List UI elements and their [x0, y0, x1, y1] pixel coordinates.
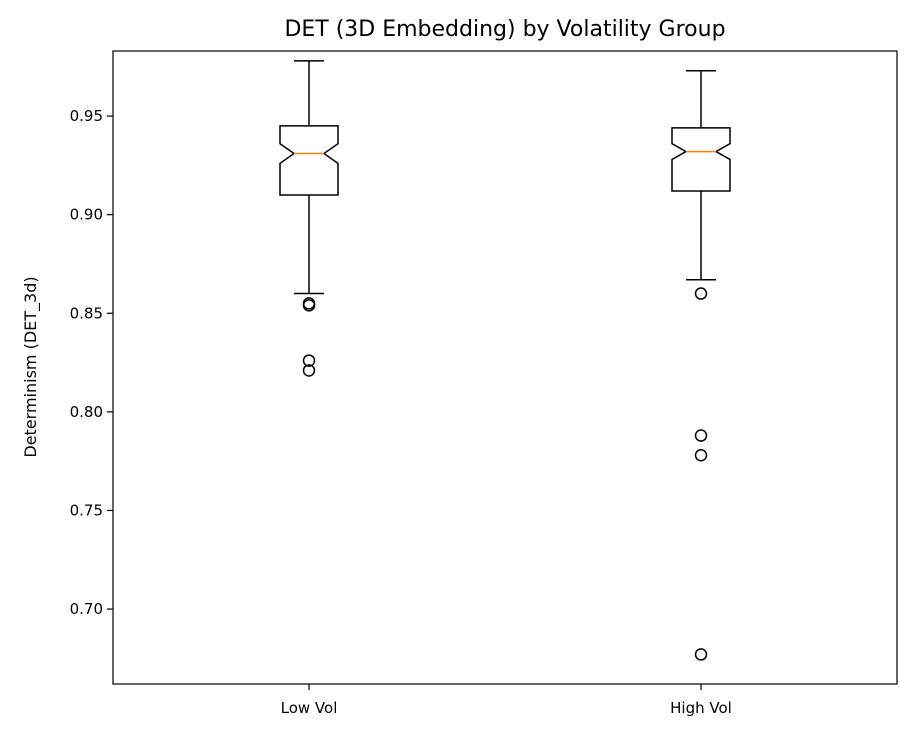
y-tick-label: 0.95	[70, 107, 103, 125]
outlier-point	[302, 364, 316, 377]
y-tick-label: 0.85	[70, 304, 103, 322]
x-tick-label: Low Vol	[281, 699, 338, 717]
box-1	[279, 125, 339, 196]
outlier-point	[694, 449, 708, 462]
y-axis-label: Determinism (DET_3d)	[21, 276, 41, 457]
chart-title: DET (3D Embedding) by Volatility Group	[284, 17, 725, 42]
y-tick-label: 0.75	[70, 501, 103, 519]
y-tick-label: 0.70	[70, 600, 103, 618]
x-tick-label: High Vol	[670, 699, 732, 717]
outlier-point	[694, 429, 708, 442]
outlier-point	[694, 287, 708, 300]
plot-area: 0.70 0.75 0.80 0.85 0.90 0.95 Low Vol High Vol	[70, 50, 898, 717]
outlier-point	[694, 648, 708, 661]
y-tick-label: 0.90	[70, 206, 103, 224]
plot-frame	[112, 50, 898, 685]
box-2	[671, 127, 731, 192]
outlier-point	[302, 299, 316, 312]
outlier-point	[302, 354, 316, 367]
y-tick-label: 0.80	[70, 403, 103, 421]
